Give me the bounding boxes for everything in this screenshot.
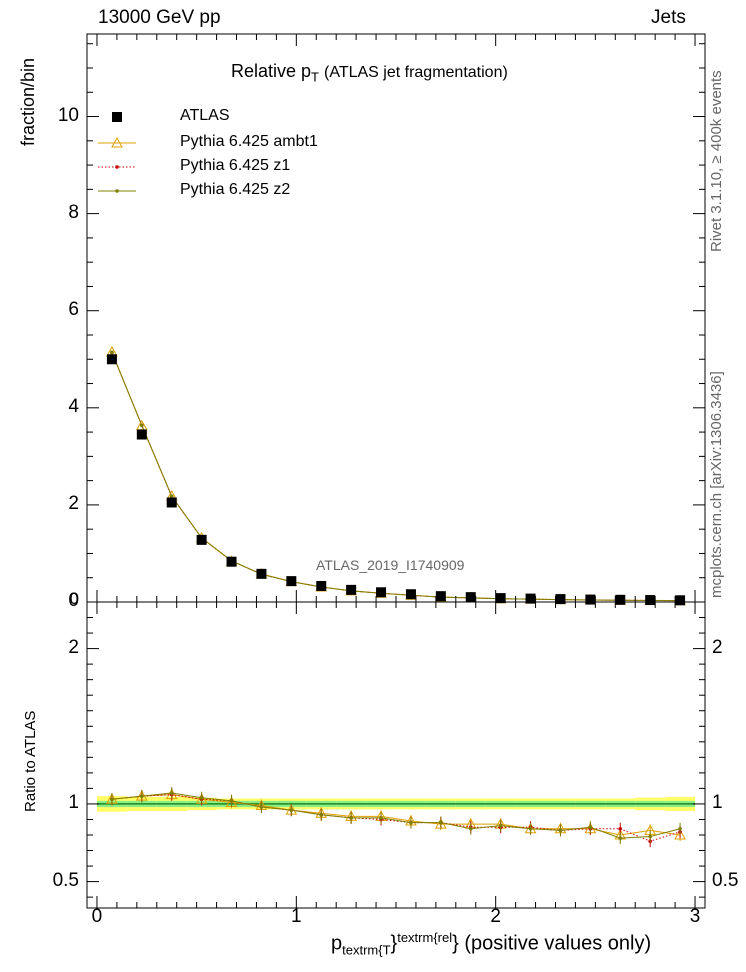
ratio-point-2-9 [379, 816, 383, 820]
ratio-point-2-0 [110, 797, 114, 802]
ratio-point-2-16 [588, 825, 593, 830]
mcplots-label: mcplots.cern.ch [arXiv:1306.3436] [708, 371, 725, 598]
x-axis-label-sub: textrm{T [342, 942, 391, 958]
main-ytick-label-1: 2 [68, 493, 79, 515]
atlas-point-8 [346, 584, 357, 595]
rivet-version-label: Rivet 3.1.10, ≥ 400k events [708, 70, 725, 252]
atlas-point-9 [376, 587, 387, 598]
legend-label-z1: Pythia 6.425 z1 [180, 157, 291, 174]
atlas-point-11 [435, 591, 446, 602]
main-ytick-label-4: 8 [68, 201, 79, 223]
legend-markers [98, 112, 136, 193]
legend-marker-1 [111, 136, 123, 148]
xtick-label-0: 0 [91, 906, 103, 928]
x-axis-label: ptextrm{T}textrm{rel} (positive values o… [331, 930, 651, 958]
atlas-point-5 [256, 568, 267, 579]
ratio-point-2-4 [229, 799, 234, 803]
legend-label-ambt1: Pythia 6.425 ambt1 [180, 133, 318, 150]
atlas-point-6 [286, 576, 297, 587]
ratio-ytick-label-left-2: 2 [68, 636, 79, 658]
atlas-point-13 [495, 593, 506, 604]
atlas-point-14 [525, 593, 536, 604]
legend-label-atlas: ATLAS [180, 107, 230, 124]
ratio-point-2-5 [259, 805, 264, 809]
ratio-point-2-1 [140, 794, 144, 798]
atlas-point-16 [585, 594, 596, 605]
ratio-ytick-label-left-1: 1 [68, 792, 79, 814]
main-ytick-label-2: 4 [68, 396, 79, 418]
header-category: Jets [651, 7, 686, 28]
main-point-3-0 [110, 350, 114, 355]
atlas-point-17 [615, 594, 626, 605]
xtick-label-3: 3 [689, 906, 701, 928]
x-axis-label-mid: } [390, 932, 398, 955]
atlas-point-2 [166, 497, 177, 508]
legend-label-z2: Pythia 6.425 z2 [180, 181, 291, 198]
xtick-label-1: 1 [291, 906, 302, 928]
ratio-point-1-17 [618, 826, 623, 831]
legend-marker-atlas [112, 112, 122, 122]
ratio-point-2-8 [349, 816, 353, 820]
atlas-point-1 [136, 429, 147, 440]
main-ytick-label-0: 0 [68, 590, 79, 612]
main-ytick-label-3: 6 [68, 298, 79, 320]
atlas-point-15 [555, 594, 566, 605]
axis-ticks [87, 34, 705, 908]
x-axis-label-tail: } (positive values only) [452, 932, 652, 955]
ratio-ytick-label-left-0: 0.5 [52, 869, 79, 891]
x-axis-label-p: p [331, 932, 343, 955]
ratio-point-2-19 [678, 826, 682, 831]
main-ytick-zero: 0 [69, 589, 79, 609]
ratio-line-2 [111, 792, 681, 839]
ratio-ytick-label-right-0: 0.5 [712, 869, 739, 891]
ratio-point-2-11 [439, 820, 443, 825]
data-series [106, 345, 686, 848]
ratio-point-2-3 [199, 795, 204, 800]
ratio-point-2-13 [498, 823, 503, 828]
plot-title-paren: (ATLAS jet fragmentation) [324, 64, 508, 81]
y-axis-label-main: fraction/bin [18, 57, 38, 146]
legend-marker-2 [115, 165, 119, 169]
ratio-point-2-10 [409, 820, 413, 825]
atlas-point-18 [645, 595, 656, 606]
ratio-point-2-12 [468, 826, 473, 831]
atlas-point-4 [226, 556, 237, 567]
atlas-point-0 [106, 354, 117, 365]
atlas-point-7 [316, 580, 327, 591]
atlas-point-12 [465, 592, 476, 603]
main-ytick-label-5: 10 [57, 104, 79, 126]
main-point-3-2 [169, 494, 174, 498]
main-point-3-1 [140, 423, 144, 428]
analysis-watermark: ATLAS_2019_I1740909 [316, 557, 465, 573]
ratio-line-1 [111, 794, 681, 842]
x-axis-label-sup: textrm{rel [397, 930, 453, 945]
ratio-point-2-14 [528, 826, 533, 831]
ratio-point-2-7 [319, 813, 324, 817]
plot-title-main: Relative p [231, 61, 312, 81]
plot-title-sub: T [311, 69, 319, 85]
header-energy: 13000 GeV pp [98, 7, 221, 28]
plot-title: Relative pT (ATLAS jet fragmentation) [231, 61, 508, 85]
atlas-point-19 [675, 595, 686, 606]
ratio-frame [86, 601, 706, 909]
xtick-label-2: 2 [490, 906, 501, 928]
atlas-point-10 [405, 589, 416, 600]
ratio-point-2-15 [558, 828, 563, 833]
ratio-point-0-19 [674, 828, 686, 840]
ratio-ytick-label-right-1: 1 [712, 792, 723, 814]
ratio-point-2-18 [648, 834, 652, 839]
ratio-point-2-6 [289, 808, 294, 812]
ratio-point-2-17 [618, 836, 623, 840]
atlas-point-3 [196, 534, 207, 545]
ratio-point-2-2 [169, 791, 174, 795]
ratio-ytick-label-right-2: 2 [712, 636, 723, 658]
legend-marker-3 [115, 189, 119, 193]
